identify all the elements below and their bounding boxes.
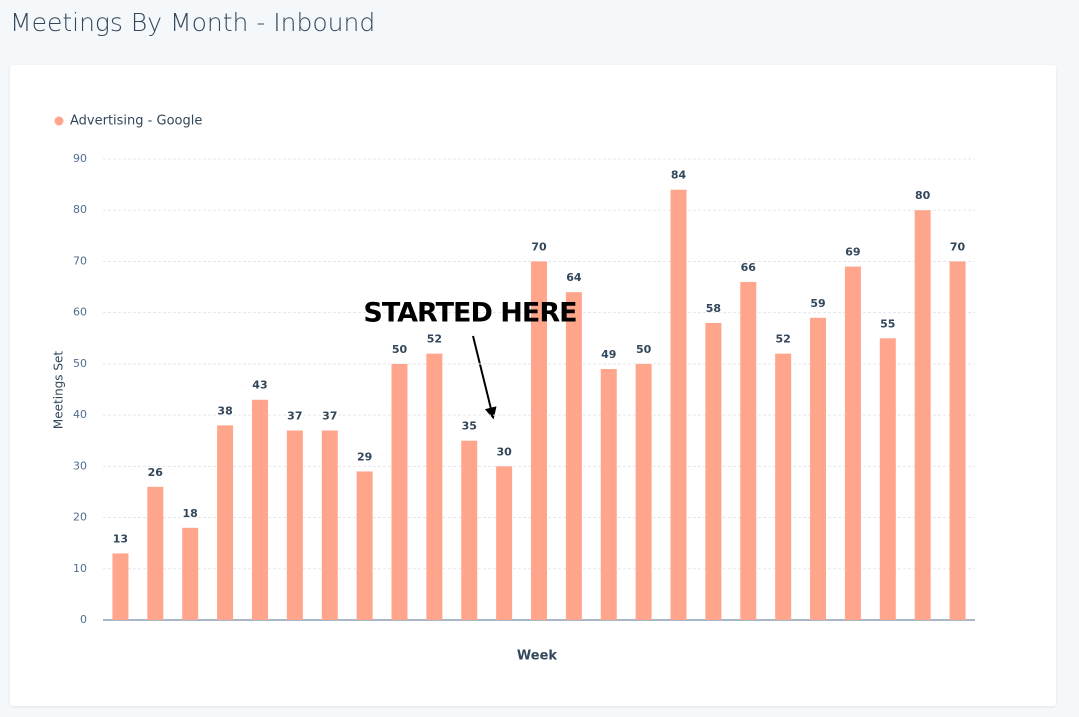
- y-tick-label: 90: [73, 152, 87, 165]
- data-label: 80: [915, 189, 931, 202]
- data-label: 37: [287, 409, 302, 422]
- bar: [705, 322, 722, 620]
- bar: [635, 363, 652, 620]
- bar: [775, 353, 792, 620]
- y-tick-label: 80: [73, 203, 87, 216]
- data-label: 70: [950, 240, 966, 253]
- data-label: 52: [427, 333, 442, 346]
- bar: [810, 317, 827, 620]
- bar: [949, 261, 966, 620]
- bar: [391, 363, 408, 620]
- data-label: 50: [392, 343, 408, 356]
- legend-swatch: [54, 116, 64, 126]
- y-tick-label: 40: [73, 408, 87, 421]
- bar: [531, 261, 547, 620]
- bar: [217, 425, 234, 620]
- data-label: 58: [706, 302, 721, 315]
- data-label: 59: [810, 297, 825, 310]
- data-label: 49: [601, 348, 616, 361]
- bar: [844, 266, 861, 620]
- bar: [426, 353, 443, 620]
- x-axis-label: Week: [517, 649, 558, 664]
- page-title: Meetings By Month - Inbound: [10, 8, 376, 37]
- annotation-arrow: [472, 335, 497, 420]
- y-tick-label: 20: [73, 511, 87, 524]
- bar: [321, 430, 338, 620]
- y-tick-label: 60: [73, 306, 87, 319]
- bar: [112, 553, 129, 620]
- data-label: 30: [496, 445, 512, 458]
- bar: [286, 430, 303, 620]
- data-label: 70: [531, 240, 547, 253]
- data-label: 69: [845, 246, 860, 259]
- bar: [251, 399, 268, 620]
- bar: [461, 440, 478, 620]
- legend-label: Advertising - Google: [70, 114, 202, 129]
- y-tick-label: 10: [73, 562, 87, 575]
- y-tick-label: 30: [73, 459, 87, 472]
- data-label: 26: [148, 466, 164, 479]
- bar: [356, 471, 373, 620]
- bar: [565, 292, 582, 620]
- data-label: 52: [776, 333, 791, 346]
- data-label: 66: [741, 261, 757, 274]
- data-label: 64: [566, 271, 582, 284]
- y-tick-label: 50: [73, 357, 87, 370]
- data-label: 84: [671, 169, 687, 182]
- data-label: 55: [880, 317, 895, 330]
- bar: [740, 281, 757, 620]
- data-label: 13: [113, 532, 128, 545]
- y-tick-label: 70: [73, 254, 87, 267]
- annotation: STARTED HERE: [363, 298, 576, 329]
- y-axis-label: Meetings Set: [52, 351, 66, 429]
- data-label: 29: [357, 450, 372, 463]
- data-label: 18: [183, 507, 198, 520]
- bar: [670, 189, 687, 620]
- y-tick-label: 0: [80, 613, 87, 626]
- bar: [879, 338, 896, 620]
- bar: [914, 210, 931, 620]
- bar: [147, 486, 164, 620]
- bar: [496, 466, 513, 620]
- bar: [182, 527, 199, 620]
- data-label: 35: [462, 420, 477, 433]
- bar: [600, 369, 617, 620]
- data-label: 43: [252, 379, 267, 392]
- data-label: 37: [322, 409, 337, 422]
- data-label: 50: [636, 343, 652, 356]
- data-label: 38: [217, 404, 232, 417]
